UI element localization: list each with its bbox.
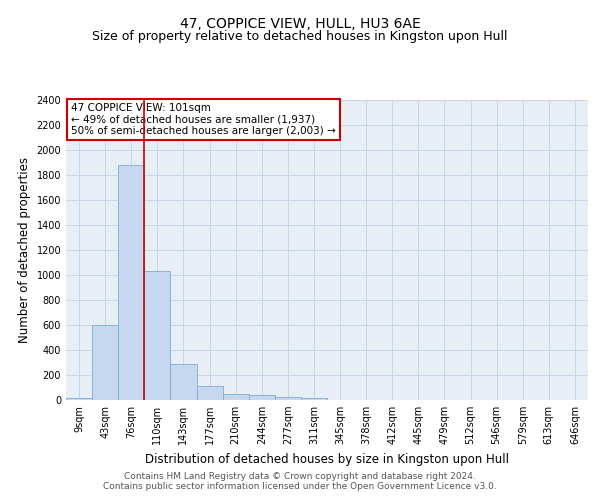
Bar [170, 364, 197, 400]
Y-axis label: Number of detached properties: Number of detached properties [18, 157, 31, 343]
Bar [66, 398, 92, 400]
Text: Contains HM Land Registry data © Crown copyright and database right 2024.: Contains HM Land Registry data © Crown c… [124, 472, 476, 481]
X-axis label: Distribution of detached houses by size in Kingston upon Hull: Distribution of detached houses by size … [145, 452, 509, 466]
Bar [92, 325, 118, 400]
Bar [249, 395, 275, 400]
Bar [275, 396, 301, 400]
Text: Size of property relative to detached houses in Kingston upon Hull: Size of property relative to detached ho… [92, 30, 508, 43]
Bar [223, 394, 249, 400]
Text: Contains public sector information licensed under the Open Government Licence v3: Contains public sector information licen… [103, 482, 497, 491]
Bar [118, 165, 145, 400]
Bar [301, 398, 327, 400]
Bar [197, 386, 223, 400]
Text: 47 COPPICE VIEW: 101sqm
← 49% of detached houses are smaller (1,937)
50% of semi: 47 COPPICE VIEW: 101sqm ← 49% of detache… [71, 103, 336, 136]
Bar [145, 271, 170, 400]
Text: 47, COPPICE VIEW, HULL, HU3 6AE: 47, COPPICE VIEW, HULL, HU3 6AE [179, 18, 421, 32]
